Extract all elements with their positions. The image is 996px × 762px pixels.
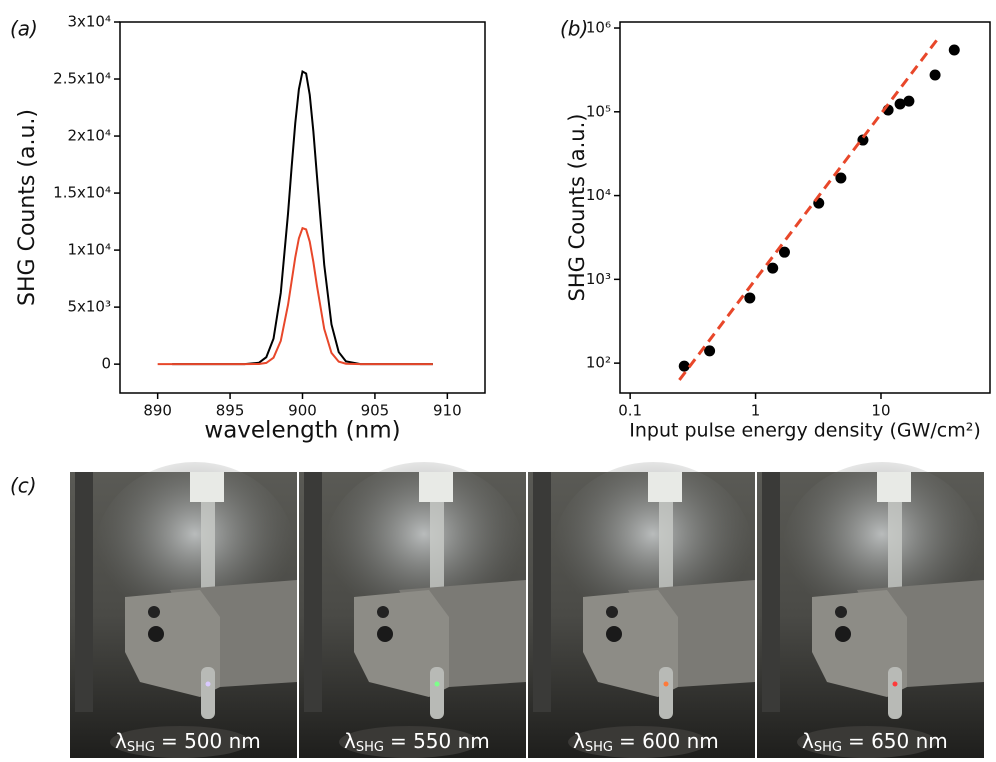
photo-bracket — [125, 590, 220, 697]
photo-pole — [762, 472, 780, 712]
fit-line — [678, 36, 941, 381]
photo-screw — [377, 606, 389, 618]
photo-screw — [148, 626, 164, 642]
x-tick-label: 1 — [751, 402, 761, 420]
photo-bracket — [354, 590, 449, 697]
photo-panel: λSHG = 650 nm — [757, 462, 984, 758]
symbol: λ — [115, 729, 127, 753]
y-tick-label: 5x10³ — [67, 298, 111, 316]
y-tick-label: 10² — [586, 354, 611, 372]
x-tick-label: 10 — [871, 402, 890, 420]
data-point — [744, 292, 756, 304]
spectrum-line — [157, 226, 433, 366]
symbol: λ — [573, 729, 585, 753]
panel-label: (b) — [560, 17, 588, 41]
wavelength-label: λSHG = 600 nm — [573, 729, 719, 755]
photo-screw — [835, 626, 851, 642]
data-point — [903, 95, 915, 107]
y-tick-label: 0 — [101, 355, 111, 373]
x-axis-title: Input pulse energy density (GW/cm²) — [629, 420, 981, 442]
y-tick-label: 3x10⁴ — [67, 13, 111, 31]
panel-label: (c) — [10, 474, 37, 498]
photo-pole — [304, 472, 322, 712]
photo-screw — [606, 626, 622, 642]
photo-tube-tip — [430, 667, 444, 719]
y-tick-label: 10⁶ — [586, 19, 611, 37]
value-text: = 600 nm — [619, 729, 719, 753]
data-point — [929, 69, 941, 81]
data-point — [704, 345, 716, 357]
photo-tube-tip — [659, 667, 673, 719]
photo-shg-spot — [434, 681, 440, 687]
data-point — [894, 98, 906, 110]
x-tick-label: 900 — [288, 402, 317, 420]
y-tick-label: 2.5x10⁴ — [53, 70, 111, 88]
photo-screw — [377, 626, 393, 642]
photo-holder — [877, 472, 911, 502]
photo-holder — [648, 472, 682, 502]
photo-holder — [190, 472, 224, 502]
photo-floor — [339, 726, 479, 758]
x-tick-label: 905 — [361, 402, 390, 420]
photo-screw — [835, 606, 847, 618]
subscript: SHG — [585, 740, 613, 755]
plot-frame — [619, 21, 991, 394]
photo-tube-tip — [201, 667, 215, 719]
subscript: SHG — [127, 740, 155, 755]
wavelength-label: λSHG = 550 nm — [344, 729, 490, 755]
x-tick-label: 0.1 — [618, 402, 642, 420]
value-text: = 500 nm — [161, 729, 261, 753]
x-tick-label: 895 — [216, 402, 245, 420]
value-text: = 650 nm — [848, 729, 948, 753]
data-point — [835, 172, 847, 184]
photo-panel: λSHG = 600 nm — [528, 462, 755, 758]
photo-shg-spot — [205, 681, 211, 687]
wavelength-label: λSHG = 500 nm — [115, 729, 261, 755]
x-axis-title: wavelength (nm) — [204, 418, 400, 444]
y-tick-label: 2x10⁴ — [67, 127, 111, 145]
photo-bracket — [583, 590, 678, 697]
photo-panel: λSHG = 500 nm — [70, 462, 297, 758]
y-tick-label: 10⁴ — [586, 186, 611, 204]
y-axis-title: SHG Counts (a.u.) — [15, 109, 40, 306]
plot-frame — [119, 21, 486, 394]
symbol: λ — [802, 729, 814, 753]
photo-panel: λSHG = 550 nm — [299, 462, 526, 758]
photo-holder — [419, 472, 453, 502]
data-point — [767, 262, 779, 274]
spectrum-line — [172, 69, 433, 366]
photo-screw — [606, 606, 618, 618]
wavelength-label: λSHG = 650 nm — [802, 729, 948, 755]
subscript: SHG — [814, 740, 842, 755]
panel-label: (a) — [10, 17, 38, 41]
symbol: λ — [344, 729, 356, 753]
x-tick-label: 890 — [143, 402, 172, 420]
data-point — [778, 246, 790, 258]
x-tick-label: 910 — [433, 402, 462, 420]
photo-pole — [75, 472, 93, 712]
subscript: SHG — [356, 740, 384, 755]
photo-tube-tip — [888, 667, 902, 719]
photo-floor — [797, 726, 937, 758]
data-point — [678, 360, 690, 372]
y-tick-label: 10³ — [586, 270, 611, 288]
photo-screw — [148, 606, 160, 618]
photo-shg-spot — [663, 681, 669, 687]
photo-pole — [533, 472, 551, 712]
data-point — [857, 134, 869, 146]
photo-bracket — [812, 590, 907, 697]
value-text: = 550 nm — [390, 729, 490, 753]
y-axis-title: SHG Counts (a.u.) — [565, 114, 589, 302]
y-tick-label: 10⁵ — [586, 102, 611, 120]
y-tick-label: 1x10⁴ — [67, 241, 111, 259]
photo-floor — [110, 726, 250, 758]
photo-floor — [568, 726, 708, 758]
y-tick-label: 1.5x10⁴ — [53, 184, 111, 202]
photo-shg-spot — [892, 681, 898, 687]
data-point — [948, 44, 960, 56]
